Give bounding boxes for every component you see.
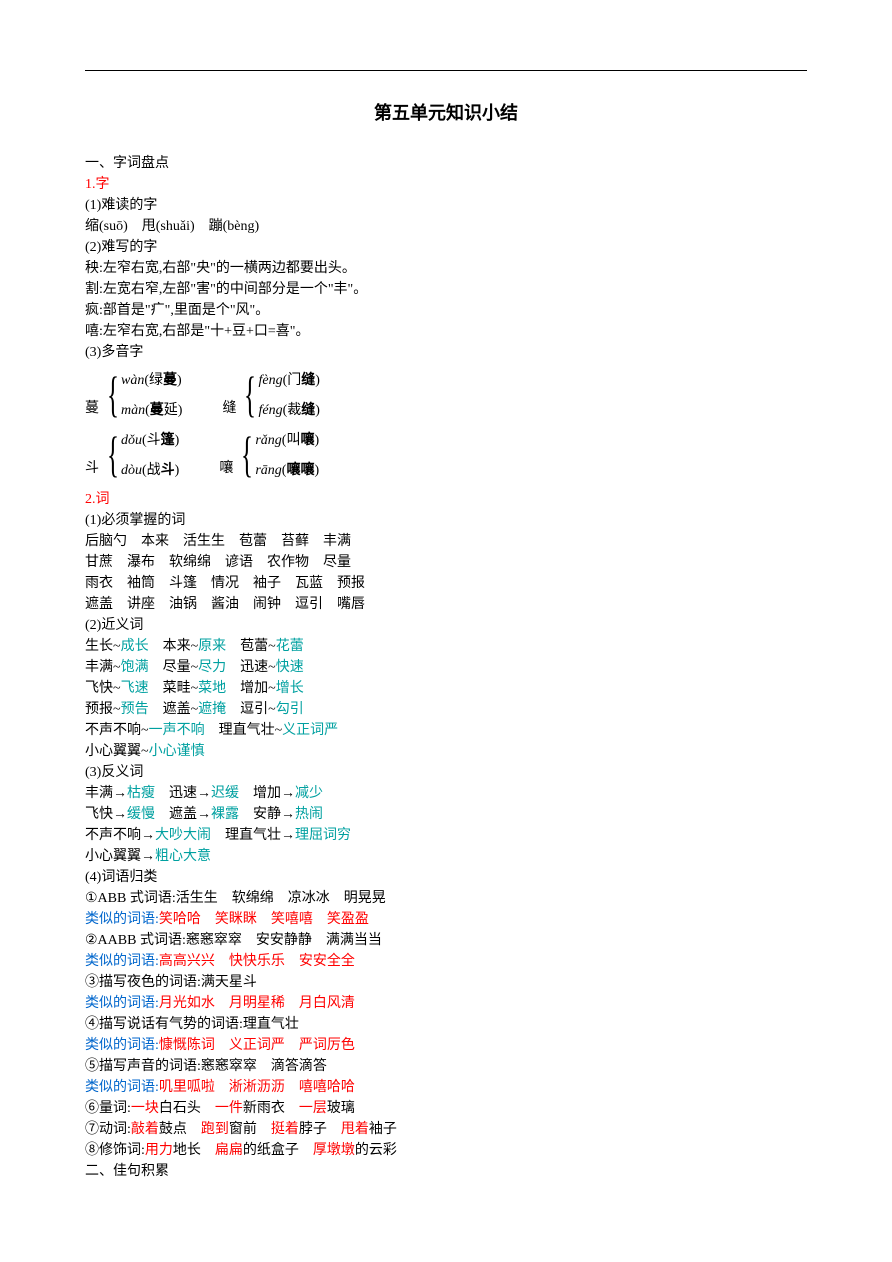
antonym-line: 不声不响→大吵大闹 理直气壮→理屈词穷: [85, 825, 807, 846]
similar-words: 叽里呱啦 淅淅沥沥 嘻嘻哈哈: [159, 1080, 355, 1095]
polyphonic-char: 缝: [222, 397, 236, 419]
similar-label: 类似的词语:: [85, 1080, 159, 1095]
horizontal-rule: [85, 70, 807, 71]
synonym-line: 飞快~飞速 菜畦~菜地 增加~增长: [85, 678, 807, 699]
similar-label: 类似的词语:: [85, 954, 159, 969]
content-line: 割:左宽右窄,左部"害"的中间部分是一个"丰"。: [85, 279, 807, 300]
content-line: ⑥量词:一块白石头 一件新雨衣 一层玻璃: [85, 1098, 807, 1119]
label: (2)近义词: [85, 615, 807, 636]
subheading-ci: 2.词: [85, 489, 807, 510]
label: (3)反义词: [85, 762, 807, 783]
polyphonic-char: 嚷: [219, 457, 233, 479]
label: (3)多音字: [85, 342, 807, 363]
content-line: ⑤描写声音的词语:窸窸窣窣 滴答滴答: [85, 1056, 807, 1077]
label: (4)词语归类: [85, 867, 807, 888]
content-line: 类似的词语:笑哈哈 笑眯眯 笑嘻嘻 笑盈盈: [85, 909, 807, 930]
content-line: 类似的词语:慷慨陈词 义正词严 严词厉色: [85, 1035, 807, 1056]
content-line: 类似的词语:叽里呱啦 淅淅沥沥 嘻嘻哈哈: [85, 1077, 807, 1098]
label: (1)难读的字: [85, 195, 807, 216]
similar-label: 类似的词语:: [85, 996, 159, 1011]
similar-label: 类似的词语:: [85, 1038, 159, 1053]
content-line: ③描写夜色的词语:满天星斗: [85, 972, 807, 993]
label: (2)难写的字: [85, 237, 807, 258]
polyphonic-char: 斗: [85, 457, 99, 479]
content-line: 嘻:左窄右宽,右部是"十+豆+口=喜"。: [85, 321, 807, 342]
brace-icon: {: [244, 369, 256, 419]
synonym-line: 不声不响~一声不响 理直气壮~义正词严: [85, 720, 807, 741]
polyphonic-row: 蔓{wàn(绿蔓)màn(蔓延)缝{fèng(门缝)féng(裁缝): [85, 369, 807, 419]
similar-words: 慷慨陈词 义正词严 严词厉色: [159, 1038, 355, 1053]
synonym-line: 预报~预告 遮盖~遮掩 逗引~勾引: [85, 699, 807, 720]
polyphonic-group: 蔓 {wàn(绿蔓) màn(蔓延): [85, 369, 182, 419]
content-line: ②AABB 式词语:窸窸窣窣 安安静静 满满当当: [85, 930, 807, 951]
content-line: 甘蔗 瀑布 软绵绵 谚语 农作物 尽量: [85, 552, 807, 573]
polyphonic-row: 斗{dǒu(斗篷)dòu(战斗)嚷{rǎng(叫嚷)rāng(嚷嚷): [85, 429, 807, 479]
page-title: 第五单元知识小结: [85, 99, 807, 125]
similar-words: 月光如水 月明星稀 月白风清: [159, 996, 355, 1011]
brace-icon: {: [241, 429, 253, 479]
antonym-line: 丰满→枯瘦 迅速→迟缓 增加→减少: [85, 783, 807, 804]
label: (1)必须掌握的词: [85, 510, 807, 531]
similar-words: 高高兴兴 快快乐乐 安安全全: [159, 954, 355, 969]
polyphonic-reading: rǎng(叫嚷): [255, 429, 319, 449]
content-line: 类似的词语:高高兴兴 快快乐乐 安安全全: [85, 951, 807, 972]
polyphonic-group: 缝 {fèng(门缝) féng(裁缝): [222, 369, 319, 419]
section-heading: 二、佳句积累: [85, 1161, 807, 1182]
content-line: 缩(suō) 甩(shuǎi) 蹦(bèng): [85, 216, 807, 237]
content-line: 雨衣 袖筒 斗篷 情况 袖子 瓦蓝 预报: [85, 573, 807, 594]
polyphonic-reading: màn(蔓延): [121, 399, 182, 419]
content-line: ⑦动词:敲着鼓点 跑到窗前 挺着脖子 甩着袖子: [85, 1119, 807, 1140]
antonym-line: 飞快→缓慢 遮盖→裸露 安静→热闹: [85, 804, 807, 825]
antonym-line: 小心翼翼→粗心大意: [85, 846, 807, 867]
section-heading: 一、字词盘点: [85, 153, 807, 174]
content-line: ①ABB 式词语:活生生 软绵绵 凉冰冰 明晃晃: [85, 888, 807, 909]
synonym-line: 小心翼翼~小心谨慎: [85, 741, 807, 762]
brace-icon: {: [107, 369, 119, 419]
content-line: 疯:部首是"疒",里面是个"风"。: [85, 300, 807, 321]
content-line: 秧:左窄右宽,右部"央"的一横两边都要出头。: [85, 258, 807, 279]
polyphonic-reading: féng(裁缝): [258, 399, 319, 419]
brace-icon: {: [107, 429, 119, 479]
polyphonic-reading: fèng(门缝): [258, 369, 319, 389]
similar-label: 类似的词语:: [85, 912, 159, 927]
polyphonic-reading: dòu(战斗): [121, 459, 179, 479]
content-line: 遮盖 讲座 油锅 酱油 闹钟 逗引 嘴唇: [85, 594, 807, 615]
polyphonic-group: 嚷 {rǎng(叫嚷) rāng(嚷嚷): [219, 429, 319, 479]
content-line: ⑧修饰词:用力地长 扁扁的纸盒子 厚墩墩的云彩: [85, 1140, 807, 1161]
polyphonic-reading: wàn(绿蔓): [121, 369, 182, 389]
similar-words: 笑哈哈 笑眯眯 笑嘻嘻 笑盈盈: [159, 912, 369, 927]
subheading-zi: 1.字: [85, 174, 807, 195]
content-line: 类似的词语:月光如水 月明星稀 月白风清: [85, 993, 807, 1014]
synonym-line: 丰满~饱满 尽量~尽力 迅速~快速: [85, 657, 807, 678]
polyphonic-char: 蔓: [85, 397, 99, 419]
polyphonic-reading: rāng(嚷嚷): [255, 459, 319, 479]
polyphonic-reading: dǒu(斗篷): [121, 429, 179, 449]
content-line: ④描写说话有气势的词语:理直气壮: [85, 1014, 807, 1035]
polyphonic-group: 斗 {dǒu(斗篷) dòu(战斗): [85, 429, 179, 479]
content-line: 后脑勺 本来 活生生 苞蕾 苔藓 丰满: [85, 531, 807, 552]
synonym-line: 生长~成长 本来~原来 苞蕾~花蕾: [85, 636, 807, 657]
